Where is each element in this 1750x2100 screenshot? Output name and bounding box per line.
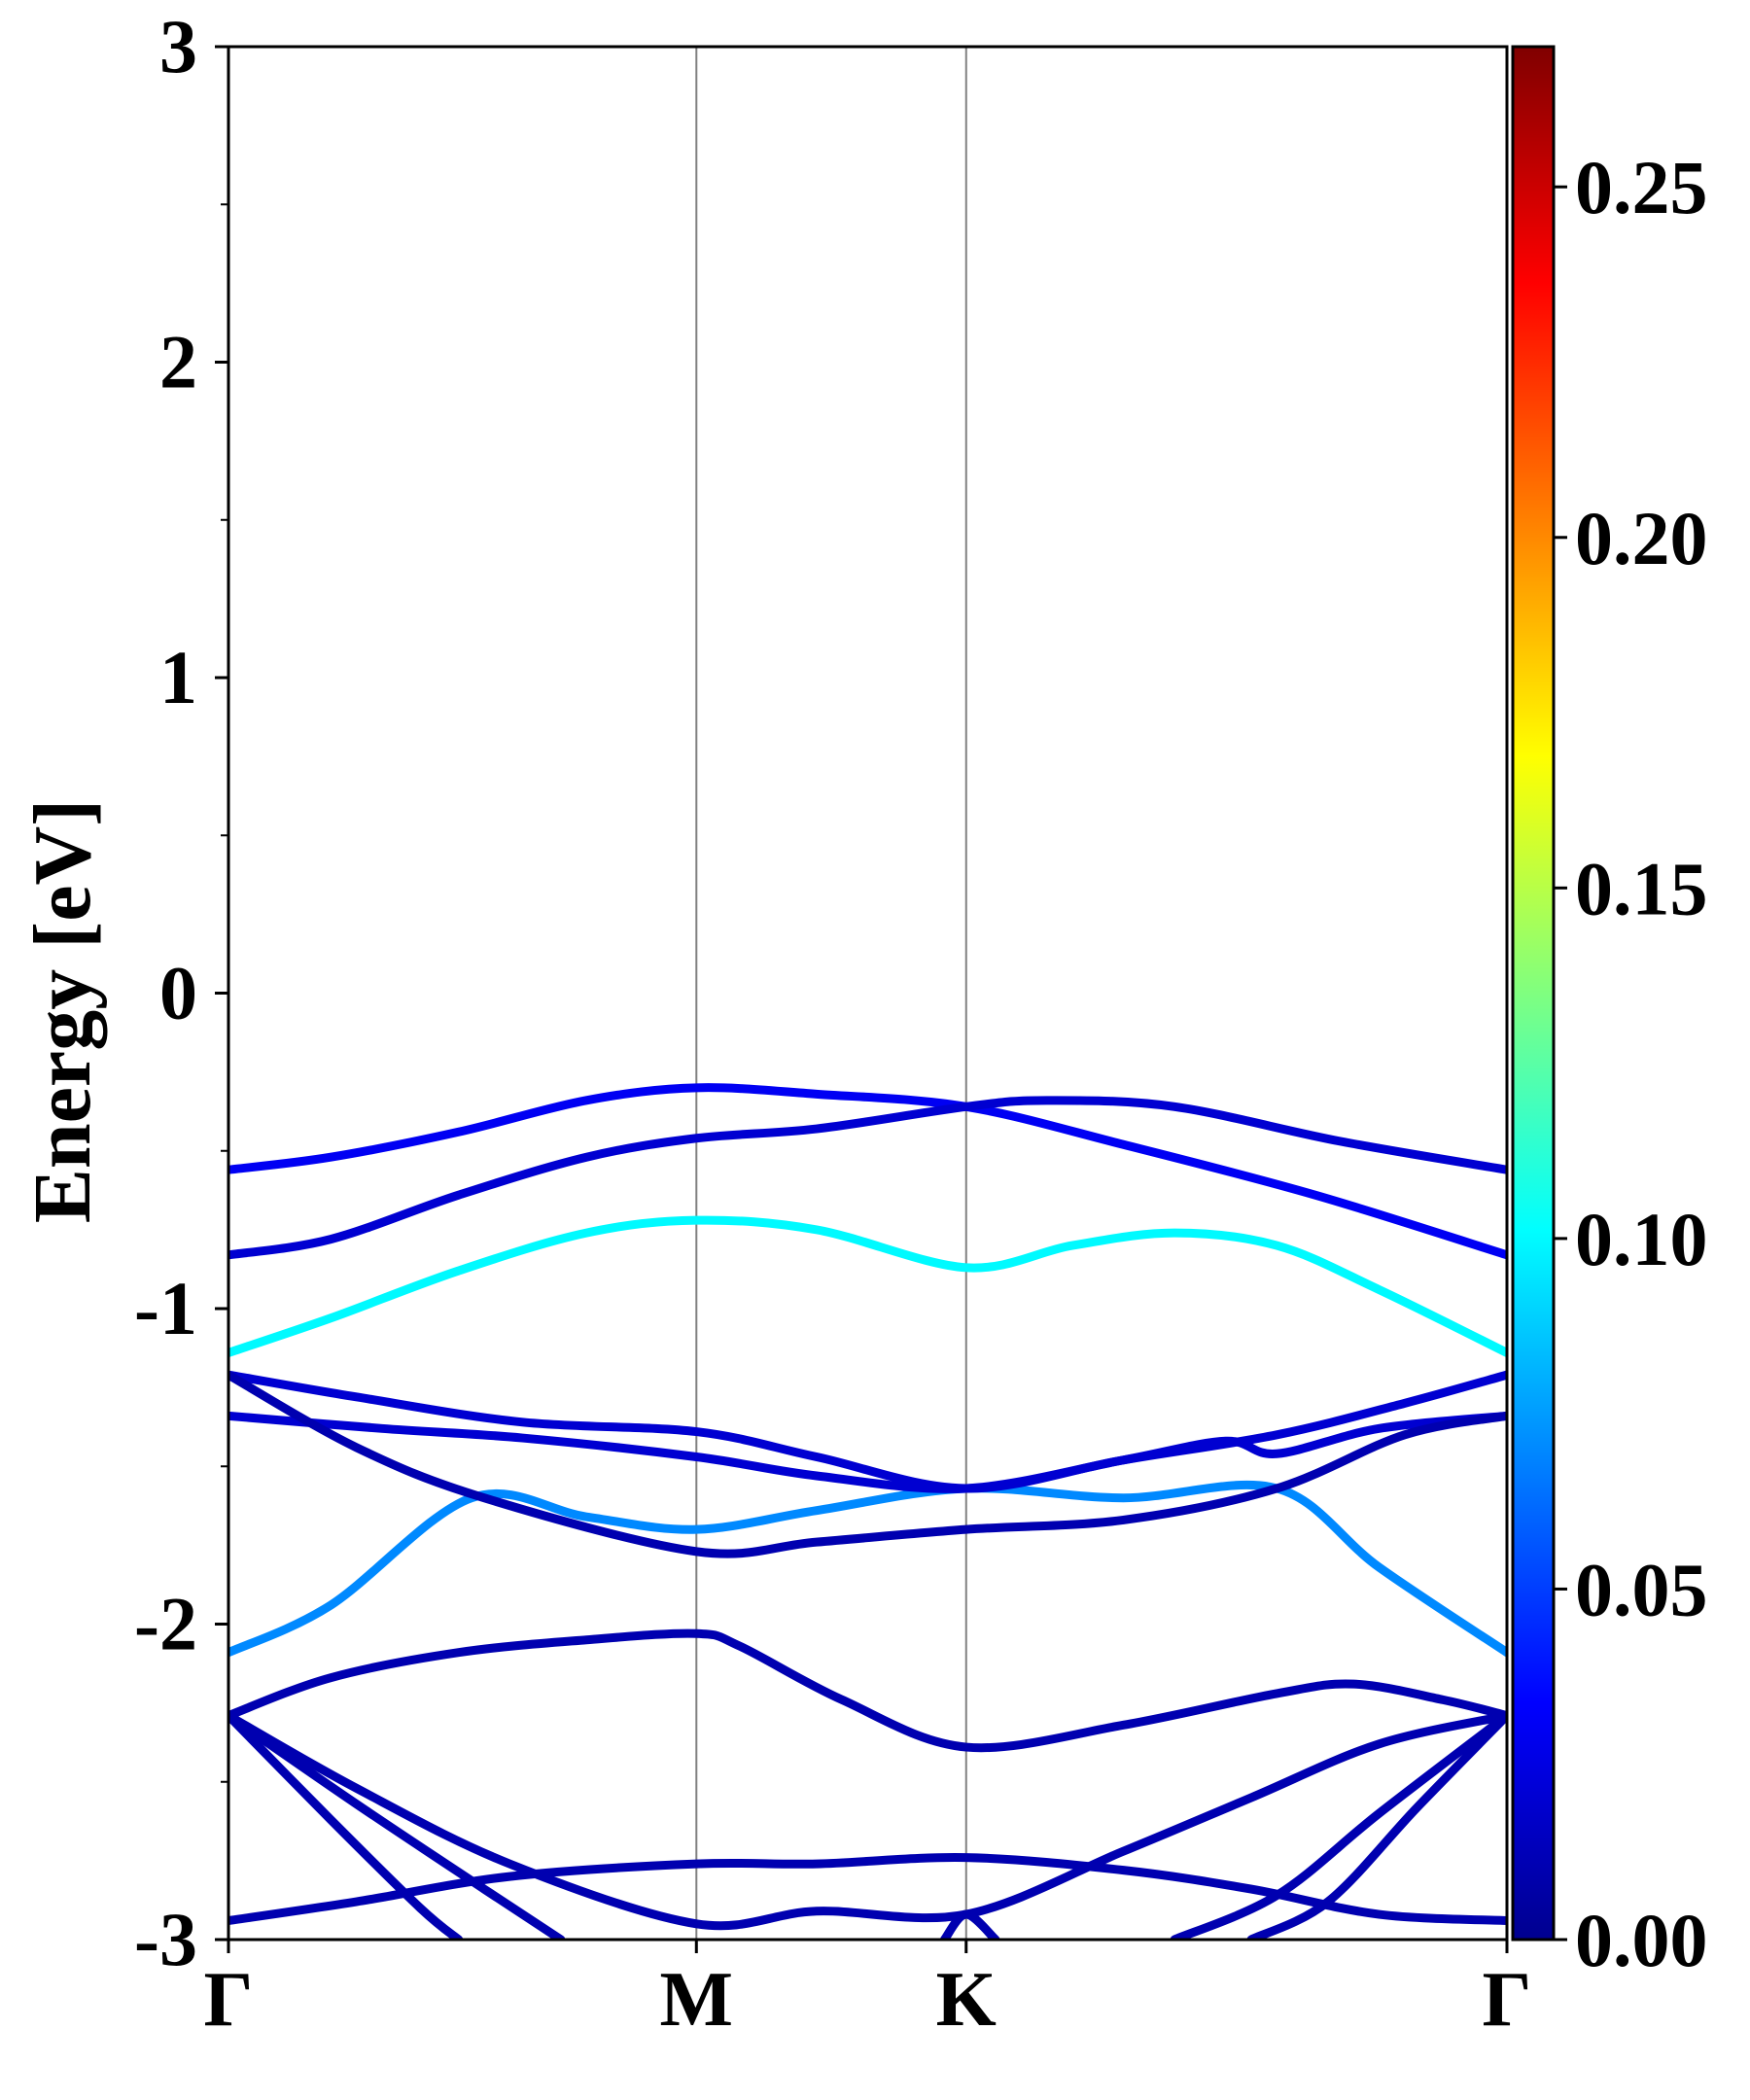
band-line — [1170, 1711, 1507, 1940]
y-tick-label: -1 — [134, 1266, 197, 1350]
band-line — [228, 1711, 1507, 1931]
x-tick-label: K — [936, 1957, 997, 2043]
colorbar: 0.00 0.05 0.10 0.15 0.20 0.25 — [1511, 45, 1708, 1982]
x-tick-label: M — [660, 1957, 734, 2043]
band-line — [228, 1853, 1507, 1926]
band-line — [228, 1628, 1507, 1753]
band-line — [228, 1215, 1507, 1357]
band-line — [228, 1083, 1507, 1260]
y-tick-label: 2 — [159, 320, 197, 404]
band-line — [1246, 1711, 1507, 1940]
y-tick-label: 1 — [159, 635, 197, 719]
y-tick-label: -3 — [134, 1897, 197, 1981]
band-line — [228, 1096, 1507, 1260]
colorbar-tick-label: 0.05 — [1575, 1547, 1708, 1631]
band-line — [228, 1480, 1507, 1658]
y-axis-label: Energy [eV] — [18, 799, 108, 1223]
y-axis: 3 2 1 0 -1 -2 -3 — [134, 4, 228, 1981]
x-tick-label: Γ — [1483, 1957, 1532, 2043]
band-line — [228, 1711, 566, 1940]
band-line — [228, 1370, 1507, 1558]
y-tick-label: 0 — [159, 951, 197, 1035]
band-line — [228, 1370, 1507, 1493]
colorbar-tick-label: 0.25 — [1575, 145, 1708, 229]
colorbar-tick-label: 0.20 — [1575, 496, 1708, 580]
band-line — [228, 1711, 464, 1940]
colorbar-gradient — [1511, 45, 1556, 1942]
y-tick-label: -2 — [134, 1582, 197, 1666]
colorbar-tick-label: 0.10 — [1575, 1197, 1708, 1281]
band-line — [228, 1411, 1507, 1493]
plot-area — [227, 45, 1509, 1942]
band-line — [939, 1909, 1000, 1940]
bands — [228, 1083, 1507, 1940]
colorbar-tick-label: 0.00 — [1575, 1898, 1708, 1982]
x-tick-label: Γ — [204, 1957, 254, 2043]
colorbar-tick-label: 0.15 — [1575, 846, 1708, 930]
y-tick-label: 3 — [159, 4, 197, 88]
